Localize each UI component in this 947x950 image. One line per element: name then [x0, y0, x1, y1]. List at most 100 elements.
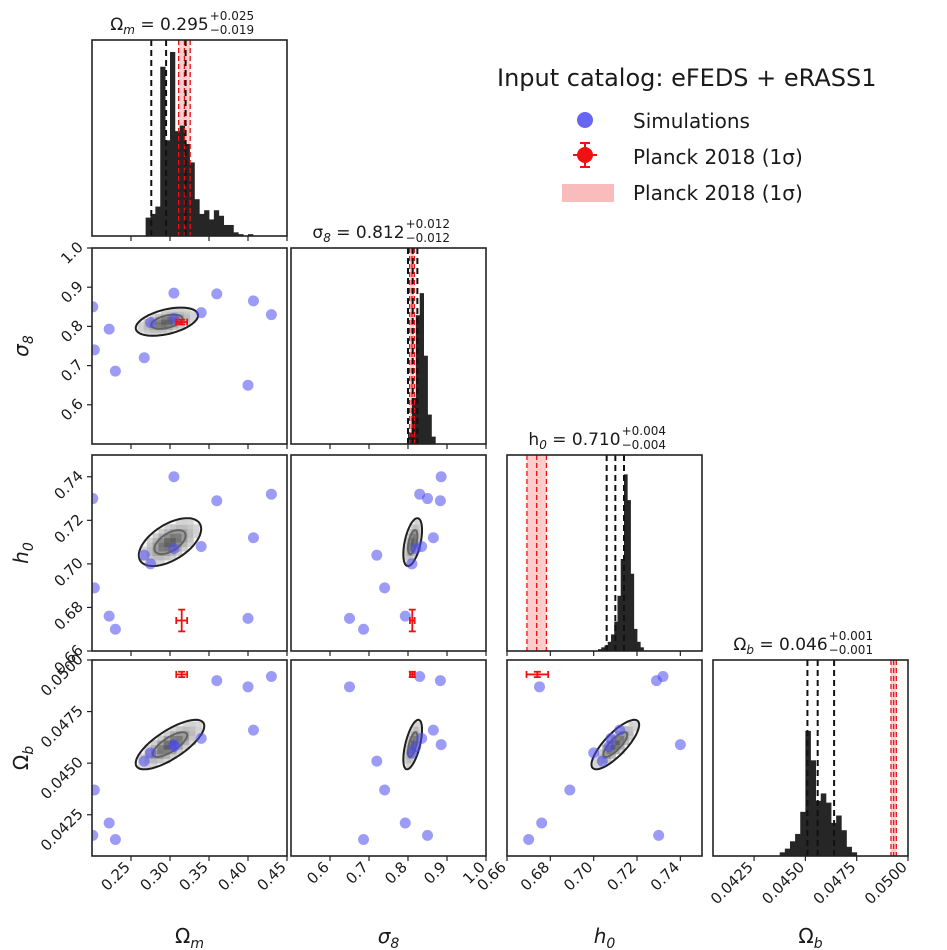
density-pixel — [182, 739, 190, 746]
panel-h0-s8 — [290, 454, 487, 656]
density-pixel — [161, 332, 168, 336]
density-pixel — [187, 524, 194, 530]
hist-bar — [640, 647, 644, 651]
simulation-point — [92, 344, 100, 356]
density-pixel — [166, 329, 174, 333]
planck-errorbar — [408, 670, 416, 679]
simulation-point — [145, 316, 156, 328]
density-pixel — [189, 735, 196, 741]
simulation-point — [92, 493, 99, 505]
simulation-point — [242, 612, 254, 624]
density-pixel — [172, 326, 179, 331]
density-pixel — [166, 326, 174, 331]
density-pixel — [187, 537, 194, 543]
simulation-point — [247, 532, 259, 544]
x-tick-label: 0.0425 — [707, 858, 757, 908]
density-pixel — [195, 730, 203, 736]
density-pixel — [187, 533, 194, 539]
y-tick-label: 0.72 — [50, 510, 86, 546]
y-tick-label: 0.68 — [50, 598, 86, 634]
density-pixel — [410, 739, 414, 746]
y-tick-label: 0.0475 — [37, 702, 87, 752]
density-pixel — [619, 744, 625, 750]
density-pixel — [628, 726, 634, 732]
hist-bar — [189, 162, 195, 236]
legend-title: Input catalog: eFEDS + eRASS1 — [497, 64, 877, 92]
density-pixel — [176, 739, 184, 746]
panel-content — [407, 248, 436, 444]
title-symbol: Ω — [733, 635, 746, 655]
density-pixel — [166, 308, 174, 312]
density-pixel — [187, 542, 194, 548]
axis-symbol: Ω — [175, 924, 190, 948]
title-subscript: 8 — [323, 231, 331, 245]
density-pixel — [175, 537, 183, 543]
density-pixel — [152, 546, 159, 552]
density-pixel — [164, 542, 171, 548]
density-pixel — [628, 735, 634, 741]
density-pixel — [146, 546, 154, 552]
axis-subscript: 8 — [21, 335, 37, 344]
x-axis-label-h0: h0 — [594, 924, 616, 950]
density-pixel — [164, 555, 171, 561]
density-pixel — [157, 735, 165, 741]
simulation-point — [344, 612, 355, 624]
hist-bar — [784, 848, 791, 856]
simulation-point — [536, 817, 548, 829]
simulation-point — [168, 739, 180, 751]
density-pixel — [164, 537, 171, 543]
hist-bar — [165, 140, 171, 236]
hist-bar — [851, 852, 858, 856]
x-tick-label: 0.68 — [517, 858, 553, 894]
density-pixel — [161, 319, 168, 323]
simulation-point — [145, 558, 156, 570]
density-pixel — [593, 758, 599, 764]
density-pixel — [403, 546, 407, 552]
simulation-point — [168, 543, 180, 555]
simulation-point — [434, 495, 446, 507]
y-axis-label-ob: Ωb — [9, 746, 37, 770]
hist-bar — [423, 355, 428, 444]
density-pixel — [164, 528, 171, 534]
density-pixel — [172, 311, 179, 315]
planck-errorbar — [525, 670, 550, 679]
y-tick-label: 0.0450 — [37, 753, 87, 803]
density-pixel — [170, 533, 177, 539]
simulation-point — [379, 784, 391, 796]
hist-bar — [431, 436, 436, 444]
density-pixel — [155, 313, 162, 317]
density-pixel — [190, 313, 197, 317]
axis-subscript: b — [814, 936, 823, 950]
simulation-point — [265, 309, 277, 321]
hist-bar — [795, 833, 801, 856]
density-pixel — [143, 326, 150, 331]
density-pixel — [181, 524, 188, 530]
title-subscript: m — [123, 23, 135, 37]
density-pixel — [150, 739, 158, 746]
panel-s8-s8: σ8 = 0.812 +0.012−0.012 — [290, 217, 487, 449]
panel-frame — [91, 247, 288, 445]
title-minus: −0.019 — [210, 23, 254, 37]
x-tick-label: 0.74 — [647, 858, 683, 894]
title-value: = 0.812 — [331, 223, 405, 243]
density-pixel — [419, 528, 422, 534]
density-pixel — [158, 542, 165, 548]
x-tick-label: 0.40 — [214, 858, 250, 894]
hist-bar — [160, 66, 166, 236]
title-subscript: b — [746, 643, 754, 657]
density-pixel — [172, 308, 179, 312]
density-pixel — [410, 555, 414, 561]
density-pixel — [193, 524, 200, 530]
density-pixel — [409, 555, 412, 561]
density-pixel — [407, 735, 410, 741]
density-pixel — [410, 524, 414, 530]
density-pixel — [158, 528, 165, 534]
simulation-point — [211, 495, 223, 507]
panel-ob-s8: 0.6 0.7 0.8 0.9 1.0 — [290, 659, 489, 888]
y-tick-label: 0.7 — [57, 356, 87, 386]
density-pixel — [189, 726, 196, 732]
density-pixel — [414, 537, 417, 543]
density-pixel — [628, 730, 634, 736]
title-value: = 0.295 — [135, 15, 209, 35]
